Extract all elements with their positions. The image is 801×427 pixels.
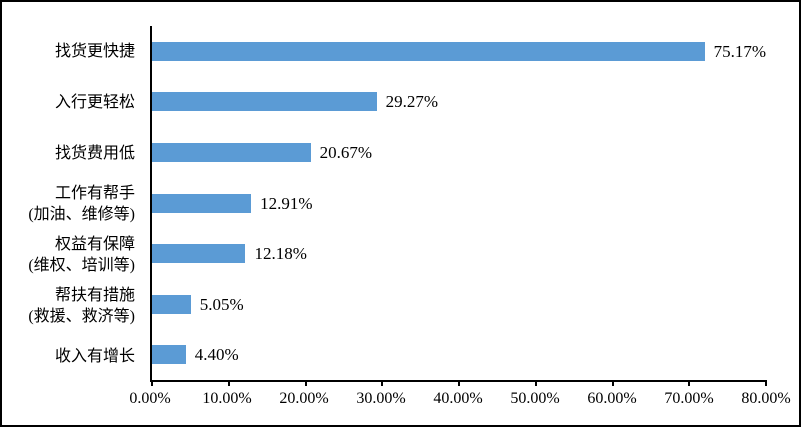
x-axis-tick-labels: 0.00% 10.00% 20.00% 30.00% 40.00% 50.00% 60.00… bbox=[129, 390, 790, 410]
category-label: 入行更轻松 bbox=[54, 93, 135, 111]
x-tick-label: 70.00% bbox=[664, 390, 714, 407]
value-label: 12.18% bbox=[254, 244, 307, 264]
category-label: 找货费用低 bbox=[54, 144, 135, 162]
x-tick bbox=[611, 380, 614, 386]
bar-row: 29.27% bbox=[152, 77, 766, 128]
plot-area: 75.17% 29.27% 20.67% 12.91% 12.18% 5.05% 4.40% bbox=[150, 26, 767, 386]
bar-row: 20.67% bbox=[152, 127, 766, 178]
x-tick-label: 50.00% bbox=[510, 390, 560, 407]
x-tick bbox=[151, 380, 153, 386]
x-tick-label: 80.00% bbox=[741, 390, 791, 407]
value-label: 12.91% bbox=[260, 193, 313, 213]
bar bbox=[152, 294, 191, 314]
value-label: 20.67% bbox=[319, 142, 373, 162]
category-label: 找货更快捷 bbox=[54, 42, 135, 60]
x-tick bbox=[227, 380, 230, 386]
category-axis-labels: 找货更快捷入行更轻松找货费用低工作有帮手 (加油、维修等) 权益有保障 (维权、培… bbox=[2, 26, 150, 382]
x-tick-label: 40.00% bbox=[433, 390, 483, 407]
bar-row: 12.18% bbox=[152, 228, 766, 279]
value-label: 5.05% bbox=[199, 294, 244, 314]
x-tick bbox=[304, 380, 307, 386]
x-tick bbox=[688, 380, 691, 386]
bar-rows: 75.17% 29.27% 20.67% 12.91% 12.18% 5.05% 4.40% bbox=[152, 26, 766, 380]
x-tick-label: 30.00% bbox=[356, 390, 406, 407]
x-tick bbox=[381, 380, 384, 386]
x-tick bbox=[458, 380, 460, 386]
x-tick bbox=[534, 380, 537, 386]
bar bbox=[152, 41, 705, 61]
x-tick bbox=[765, 380, 767, 386]
category-label: 收入有增长 bbox=[54, 348, 135, 366]
category-label: 权益有保障 (维权、培训等) bbox=[28, 235, 135, 274]
x-tick-label: 0.00% bbox=[129, 390, 171, 407]
bar bbox=[152, 142, 311, 162]
bar bbox=[152, 92, 377, 112]
bar-row: 12.91% bbox=[152, 178, 766, 229]
x-tick-label: 20.00% bbox=[279, 390, 329, 407]
bar-row: 5.05% bbox=[152, 279, 766, 330]
bar bbox=[152, 345, 186, 365]
bar bbox=[152, 193, 252, 213]
x-tick-label: 10.00% bbox=[202, 390, 252, 407]
category-label: 工作有帮手 (加油、维修等) bbox=[28, 185, 135, 223]
bar-row: 4.40% bbox=[152, 329, 766, 380]
value-label: 4.40% bbox=[194, 345, 239, 365]
x-tick-label: 60.00% bbox=[587, 390, 637, 407]
value-label: 29.27% bbox=[385, 92, 439, 112]
bar-row: 75.17% bbox=[152, 26, 766, 77]
value-label: 75.17% bbox=[713, 41, 766, 61]
bar bbox=[152, 244, 246, 264]
category-label: 帮扶有措施 (救援、救济等) bbox=[28, 286, 135, 325]
